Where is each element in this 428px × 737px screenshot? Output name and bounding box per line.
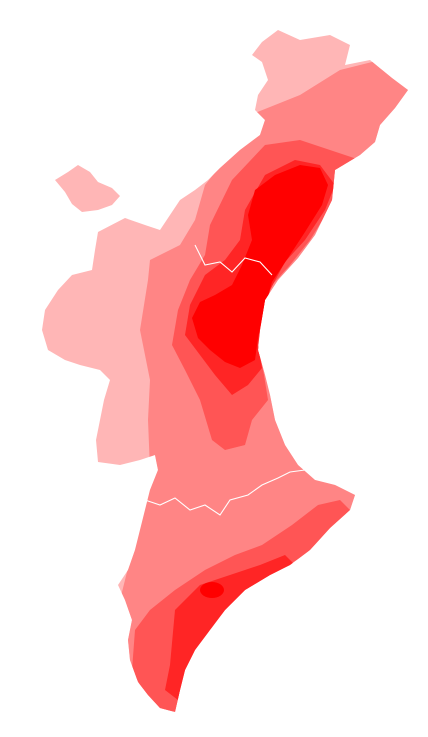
province-border (194, 244, 273, 276)
zone-level-4 (165, 555, 300, 700)
zone-level-5 (200, 582, 224, 598)
zone-level-5 (192, 165, 328, 368)
province-border (144, 469, 306, 516)
